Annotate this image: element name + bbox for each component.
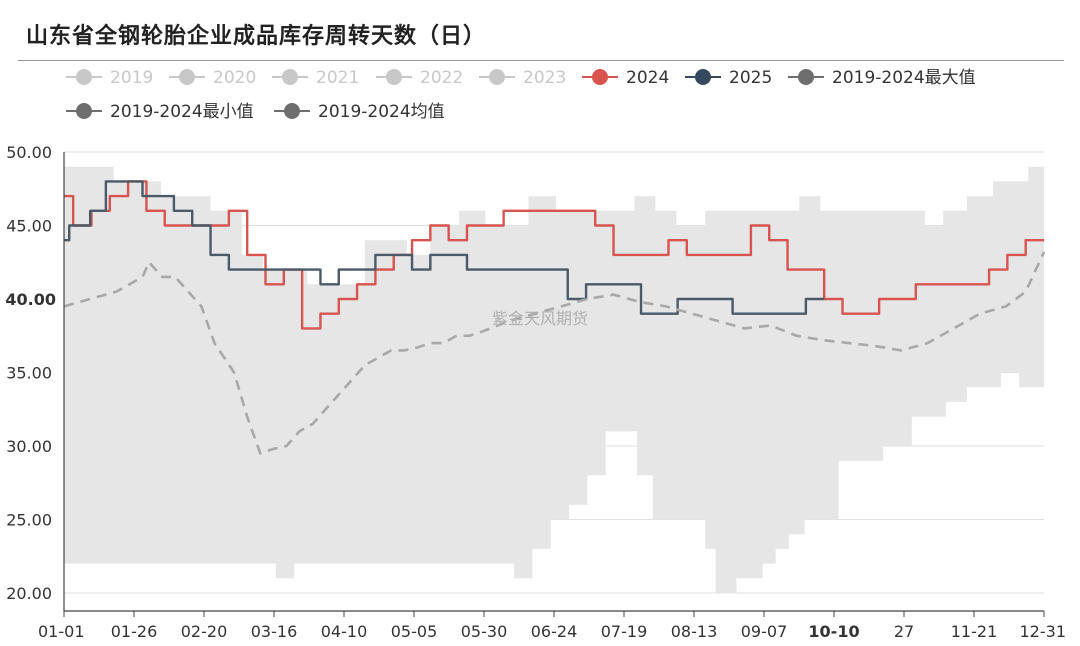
y-tick-label: 30.00 — [6, 437, 52, 456]
legend-item-2023: 2023 — [479, 68, 566, 88]
y-tick-label: 45.00 — [6, 217, 52, 236]
series-line-2025 — [64, 180, 825, 315]
legend-item-2019: 2019 — [66, 68, 153, 88]
x-tick-label: 05-05 — [391, 622, 438, 641]
legend-label: 2023 — [523, 68, 566, 88]
x-tick-label: 01-01 — [38, 622, 85, 641]
x-tick-label: 03-16 — [251, 622, 298, 641]
legend-marker — [179, 69, 195, 85]
legend-item-2024: 2024 — [582, 68, 669, 88]
x-tick-label: 12-31 — [1020, 622, 1067, 641]
legend-item-2025: 2025 — [685, 68, 772, 88]
x-tick-label: 01-26 — [111, 622, 158, 641]
legend-marker — [695, 69, 711, 85]
x-tick-label: 11-21 — [951, 622, 998, 641]
legend-item-2019-2024均值: 2019-2024均值 — [274, 102, 445, 122]
axes: 20.00 25.00 30.00 35.00 40.00 45.00 50.00 01-01… — [5, 143, 1066, 641]
legend-label: 2019-2024最小值 — [110, 102, 254, 122]
x-tick-label: 07-19 — [601, 622, 648, 641]
legend-label: 2020 — [213, 68, 256, 88]
legend-label: 2022 — [420, 68, 463, 88]
legend-item-2022: 2022 — [376, 68, 463, 88]
max-min-band — [64, 166, 1044, 593]
y-tick-label: 35.00 — [6, 364, 52, 383]
legend-marker — [76, 69, 92, 85]
legend-marker — [386, 69, 402, 85]
legend-marker — [284, 103, 300, 119]
legend-item-2020: 2020 — [169, 68, 256, 88]
y-tick-label: 40.00 — [5, 290, 56, 309]
watermark: 紫金天风期货 — [492, 309, 588, 328]
legend-label: 2019 — [110, 68, 153, 88]
legend-label: 2021 — [316, 68, 359, 88]
legend-marker — [282, 69, 298, 85]
x-tick-label: 27 — [894, 622, 914, 641]
legend-item-2019-2024最小值: 2019-2024最小值 — [66, 102, 254, 122]
plot-area: 紫金天风期货 — [63, 166, 1046, 593]
legend-label: 2025 — [729, 68, 772, 88]
x-tick-label: 08-13 — [671, 622, 718, 641]
y-tick-label: 50.00 — [6, 143, 52, 162]
legend-label: 2024 — [626, 68, 669, 88]
legend-marker — [489, 69, 505, 85]
x-tick-label: 02-20 — [181, 622, 228, 641]
legend-label: 2019-2024均值 — [318, 102, 445, 122]
chart-title: 山东省全钢轮胎企业成品库存周转天数（日） — [26, 23, 487, 49]
x-tick-label: 04-10 — [321, 622, 368, 641]
x-tick-label: 09-07 — [741, 622, 788, 641]
title-divider — [18, 60, 1064, 61]
y-tick-label: 20.00 — [6, 584, 52, 603]
legend-item-2021: 2021 — [272, 68, 359, 88]
legend-marker — [798, 69, 814, 85]
y-tick-label: 25.00 — [6, 511, 52, 530]
x-tick-label: 10-10 — [808, 622, 859, 641]
legend-item-2019-2024最大值: 2019-2024最大值 — [788, 68, 976, 88]
x-tick-label: 05-30 — [461, 622, 508, 641]
legend-label: 2019-2024最大值 — [832, 68, 976, 88]
legend: 2019 2020 2021 2022 2023 2024 2025 2019-2024最大值… — [66, 68, 976, 122]
x-tick-label: 06-24 — [531, 622, 578, 641]
series-line-2019-2024均值 — [63, 251, 1046, 455]
legend-marker — [76, 103, 92, 119]
legend-marker — [592, 69, 608, 85]
